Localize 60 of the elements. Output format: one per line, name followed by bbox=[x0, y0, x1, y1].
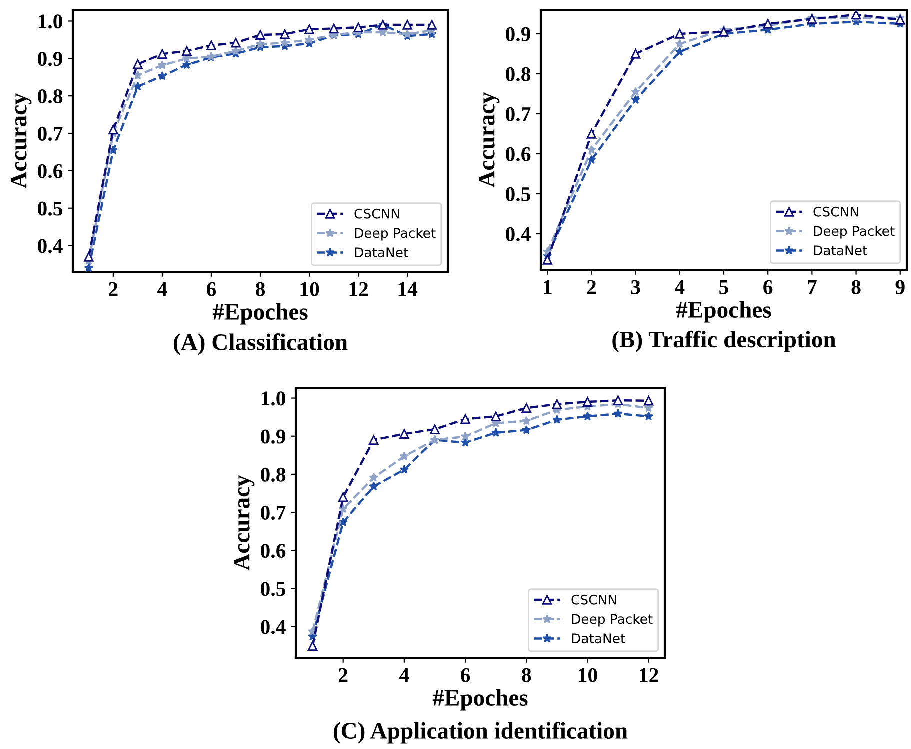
x-tick-label: 8 bbox=[522, 668, 532, 682]
x-axis-title: #Epoches bbox=[676, 301, 772, 323]
y-tick-label: 0.6 bbox=[38, 164, 63, 178]
y-tick-label: 0.9 bbox=[261, 430, 286, 444]
x-tick-label: 2 bbox=[587, 280, 596, 294]
x-tick-label: 4 bbox=[400, 668, 410, 682]
y-tick-label: 0.6 bbox=[261, 544, 286, 558]
x-tick-label: 4 bbox=[158, 282, 168, 296]
y-tick-label: 0.4 bbox=[38, 239, 63, 254]
x-tick-label: 12 bbox=[350, 282, 368, 296]
x-tick-label: 9 bbox=[896, 280, 905, 294]
x-tick-label: 6 bbox=[206, 282, 216, 296]
x-tick-label: 12 bbox=[640, 668, 658, 682]
y-axis-title: Accuracy bbox=[234, 475, 255, 571]
text: (A) Classification bbox=[174, 334, 348, 356]
x-axis-title: #Epoches bbox=[432, 689, 528, 711]
x-tick-label: 8 bbox=[256, 282, 266, 296]
y-tick-label: 0.7 bbox=[261, 506, 286, 520]
legend-label: CSCNN bbox=[572, 594, 616, 605]
legend-label: Deep Packet bbox=[814, 226, 895, 239]
x-tick-label: 10 bbox=[300, 282, 320, 296]
legend-label: DataNet bbox=[355, 248, 408, 258]
x-tick-label: 2 bbox=[339, 668, 348, 682]
x-tick-label: 14 bbox=[398, 282, 418, 296]
y-axis-title: Accuracy bbox=[11, 93, 32, 189]
legend-label: CSCNN bbox=[814, 206, 858, 217]
legend-label: DataNet bbox=[814, 246, 868, 256]
x-tick-label: 4 bbox=[674, 280, 685, 294]
x-tick-label: 6 bbox=[764, 280, 773, 294]
legend-label: Deep Packet bbox=[355, 228, 436, 241]
y-tick-label: 0.8 bbox=[38, 89, 63, 104]
text: (B) Traffic description bbox=[612, 330, 836, 352]
x-tick-label: 3 bbox=[631, 280, 640, 294]
x-tick-label: 1 bbox=[544, 280, 552, 294]
y-tick-label: 0.5 bbox=[38, 202, 63, 216]
x-tick-label: 5 bbox=[720, 280, 728, 294]
x-tick-label: 8 bbox=[852, 280, 861, 294]
legend-label: CSCNN bbox=[354, 208, 400, 219]
legend-label: Deep Packet bbox=[572, 614, 653, 627]
y-tick-label: 0.4 bbox=[506, 227, 531, 242]
y-tick-label: 1.0 bbox=[38, 14, 62, 29]
y-tick-label: 0.8 bbox=[261, 468, 286, 482]
x-tick-label: 7 bbox=[808, 280, 817, 294]
legend-label: DataNet bbox=[572, 634, 626, 644]
y-tick-label: 0.8 bbox=[506, 67, 531, 82]
x-tick-label: 6 bbox=[461, 668, 470, 682]
y-tick-label: 0.9 bbox=[506, 27, 531, 42]
y-tick-label: 0.6 bbox=[506, 147, 531, 162]
y-tick-label: 0.5 bbox=[261, 582, 286, 596]
y-tick-label: 0.7 bbox=[506, 107, 531, 122]
x-axis-title: #Epoches bbox=[212, 303, 308, 325]
x-tick-label: 10 bbox=[578, 668, 598, 682]
y-tick-label: 0.9 bbox=[38, 52, 63, 66]
text: (C) Application identification bbox=[334, 722, 628, 744]
y-tick-label: 0.5 bbox=[506, 187, 531, 202]
y-tick-label: 0.4 bbox=[261, 620, 286, 634]
y-tick-label: 1.0 bbox=[262, 392, 286, 406]
y-tick-label: 0.7 bbox=[38, 126, 63, 142]
y-axis-title: Accuracy bbox=[479, 92, 500, 188]
x-tick-label: 2 bbox=[109, 282, 118, 296]
